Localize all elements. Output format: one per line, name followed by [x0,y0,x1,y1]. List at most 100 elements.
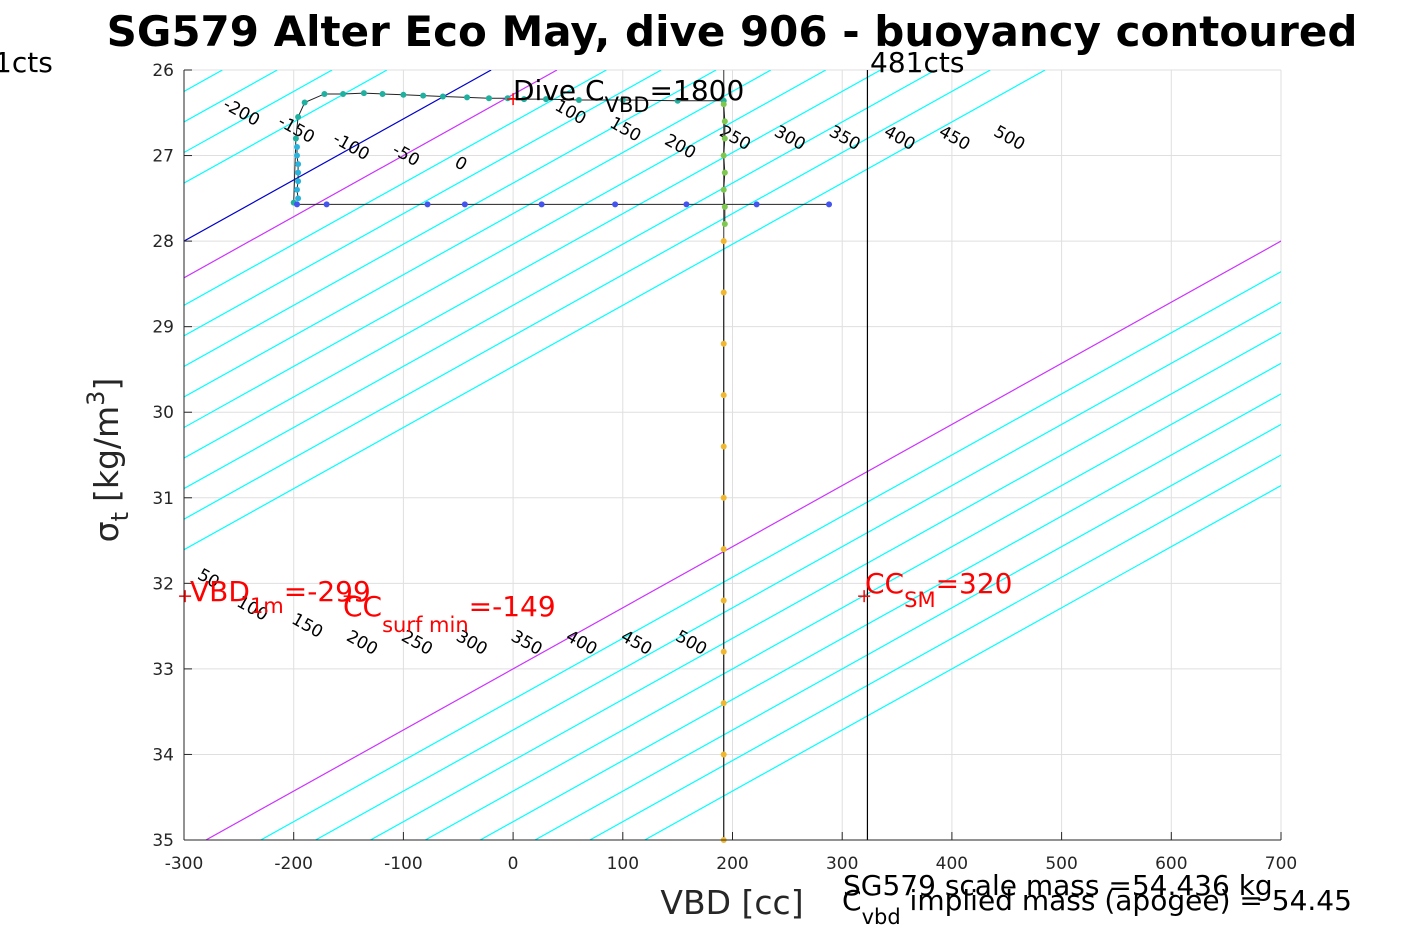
y-tick-label: 34 [152,745,174,765]
x-tick-label: 0 [508,854,519,874]
lower-contour-line [315,301,1281,840]
y-tick-label: 29 [152,318,174,338]
cc-surf-sub: surf min [382,613,469,637]
red-cross-markers [179,93,871,603]
y-axis-label-unit: [kg/m [87,406,126,502]
series-point [720,443,727,450]
x-axis-label: VBD [cc] [660,883,803,922]
series-point [464,94,471,101]
magenta-contour-line [184,70,558,279]
series-point [295,195,302,202]
lower-contour-line [260,270,1281,840]
dive-c-vbd-label: Dive CVBD=1800 [513,74,744,117]
left-edge-cts-label: 1cts [0,46,53,79]
implied-value: implied mass (apogee) = 54.45 [901,884,1352,917]
series-point [360,90,367,97]
series-point [400,91,407,98]
y-tick-label: 32 [152,574,174,594]
upper-contour-line [184,70,717,368]
cc-sm-main: CC [865,567,904,600]
series-point [720,340,727,347]
dive-c-value: =1800 [650,74,745,107]
y-tick-labels: 26 27 28 29 30 31 32 33 34 35 [152,61,174,851]
implied-mass-label: Cvbd implied mass (apogee) = 54.45 [842,884,1352,929]
vbd-1m-sub: 1m [250,594,284,618]
series-point [323,201,330,208]
series-point [721,203,728,210]
cc-sm-sub: SM [904,588,935,612]
lower-contour-line [589,454,1281,840]
series-point [538,201,545,208]
series-point [720,597,727,604]
series-point [720,494,727,501]
series-point [295,161,302,168]
y-axis-label-sigma: σ [87,521,126,542]
series-point [721,221,728,227]
red-cross-marker [179,590,192,603]
chart-title: SG579 Alter Eco May, dive 906 - buoyancy… [107,7,1358,56]
series-point [485,95,492,102]
y-tick-label: 26 [152,61,174,81]
lower-contour-line [534,423,1281,840]
vbd-1m-value: =-299 [284,575,371,608]
red-cross-marker [858,590,871,603]
cc-sm-label: CCSM=320 [865,567,1012,612]
series-point [720,392,727,399]
series-point [461,201,468,208]
x-tick-label: 600 [1155,854,1187,874]
series-point [826,201,833,208]
series-point [720,152,727,159]
scale-mass-label: SG579 scale mass =54.436 kg [843,869,1273,902]
series-point [720,648,727,655]
series-point [720,101,727,108]
y-axis-label-close: ] [87,378,126,391]
series-point [293,144,300,150]
series-point [424,201,431,208]
cc-sm-value: =320 [936,567,1013,600]
series-point [720,238,727,245]
lower-contour-line [370,332,1281,840]
implied-sub: vbd [862,905,901,929]
series-point [321,90,328,97]
cc-surf-value: =-149 [469,590,556,623]
x-tick-label: 300 [826,854,858,874]
series-point [575,96,582,103]
y-axis-label-sup: 3 [82,391,110,406]
lower-contour-line [644,484,1281,840]
series-point [521,96,528,103]
x-tick-label: -100 [384,854,423,874]
red-cross-marker [343,590,356,603]
series-point [720,289,727,296]
buoyancy-contour-lines [184,70,1281,840]
series-point [619,96,626,103]
series-point [295,114,302,121]
upper-contour-line [184,70,936,490]
y-tick-label: 30 [152,403,174,423]
upper-contour-line [184,70,1046,551]
x-tick-label: 500 [1045,854,1077,874]
series-point [721,169,728,176]
series-point [674,97,681,104]
series-point [720,186,727,193]
x-tick-label: 100 [607,854,639,874]
right-cts-label: 481cts [870,46,964,79]
series-point [295,169,302,176]
upper-contour-line [184,70,881,459]
cc-surf-main: CC [343,590,382,623]
series-point [379,90,386,97]
series-point [293,186,300,193]
x-tick-label: -300 [165,854,204,874]
upper-contour-line [184,70,827,429]
x-tick-label: 400 [936,854,968,874]
y-tick-label: 31 [152,489,174,509]
series-point [721,135,728,142]
upper-contour-line [184,70,492,242]
lower-contour-line [479,393,1281,840]
series-point [720,546,727,553]
vbd-1m-main: VBD [190,575,250,608]
series-point [720,751,727,758]
y-tick-label: 27 [152,147,174,167]
series-line [293,92,724,203]
